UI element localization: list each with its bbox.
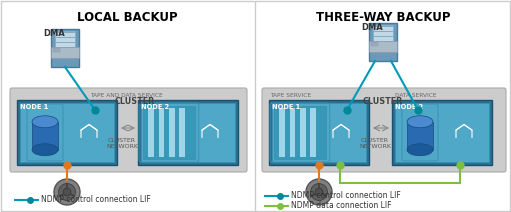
Text: DATA SERVICE: DATA SERVICE [395,93,436,98]
Text: DMA: DMA [43,29,65,38]
Bar [373,25,393,41]
Text: CLUSTER: CLUSTER [115,97,155,106]
Text: NODE 1: NODE 1 [272,104,300,110]
Circle shape [63,188,71,196]
Bar [51,47,79,57]
Ellipse shape [32,116,58,128]
Circle shape [59,184,76,201]
Text: NDMP control connection LIF: NDMP control connection LIF [41,195,151,205]
Bar [17,100,117,165]
Bar [392,100,492,165]
Bar [269,100,369,165]
Bar [179,108,185,157]
FancyBboxPatch shape [10,88,247,172]
Text: THREE-WAY BACKUP: THREE-WAY BACKUP [316,11,450,24]
Bar [169,108,175,157]
Bar [55,31,75,47]
Bar [141,103,235,162]
Ellipse shape [407,144,433,156]
Bar [279,108,285,157]
Bar [369,23,397,61]
Text: NODE 2: NODE 2 [141,104,169,110]
Text: TAPE AND DATA SERVICE: TAPE AND DATA SERVICE [90,93,162,98]
Text: NDMP data connection LIF: NDMP data connection LIF [291,201,391,211]
Text: CLUSTER: CLUSTER [363,97,403,106]
Text: NODE 2: NODE 2 [395,104,423,110]
Bar [407,122,433,150]
Text: TAPE SERVICE: TAPE SERVICE [270,93,311,98]
Circle shape [54,179,80,205]
Ellipse shape [407,116,433,128]
Bar [51,29,79,67]
Bar [148,108,154,157]
Bar [20,103,114,162]
Bar [371,42,378,46]
FancyBboxPatch shape [262,88,506,172]
Text: CLUSTER
NETWORK: CLUSTER NETWORK [106,138,138,149]
Bar [32,122,58,150]
Circle shape [306,179,332,205]
Bar [158,108,164,157]
Bar [300,108,306,157]
Bar [395,103,489,162]
Circle shape [315,188,323,196]
Circle shape [311,184,328,201]
Bar [143,106,195,159]
Bar [274,106,326,159]
Bar [290,108,295,157]
Bar [272,103,366,162]
Text: CLUSTER
NETWORK: CLUSTER NETWORK [359,138,391,149]
Bar [138,100,238,165]
Bar [369,41,397,52]
Text: DMA: DMA [361,23,383,32]
Text: NDMP control connection LIF: NDMP control connection LIF [291,191,401,201]
Bar [310,108,316,157]
Ellipse shape [32,144,58,156]
Text: NODE 1: NODE 1 [20,104,48,110]
Bar [53,48,60,52]
Text: LOCAL BACKUP: LOCAL BACKUP [77,11,177,24]
